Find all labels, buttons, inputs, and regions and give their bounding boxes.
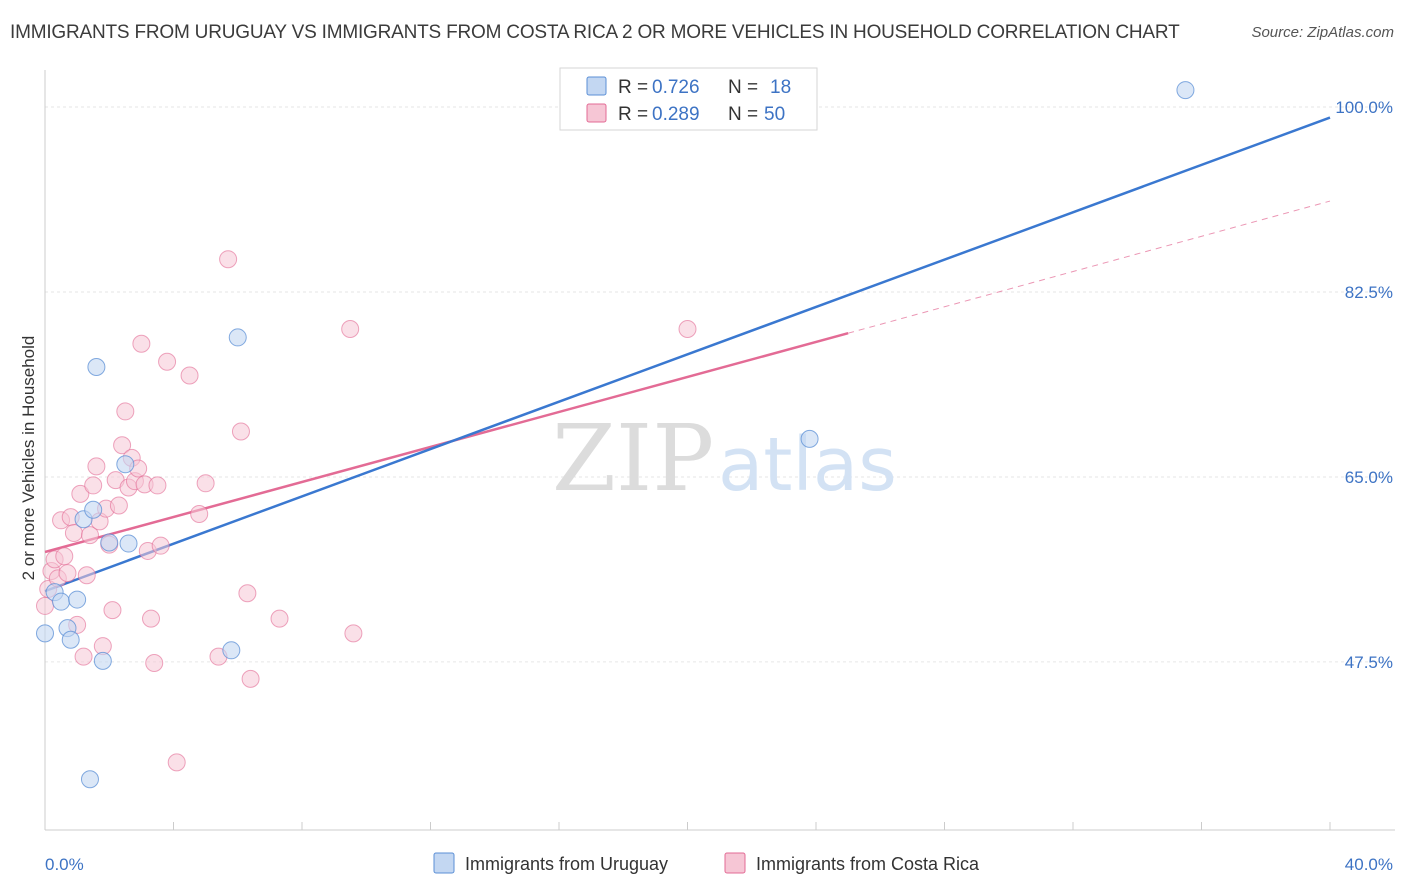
- series-legend-swatch-costa-rica: [724, 852, 746, 874]
- series-legend-label-uruguay: Immigrants from Uruguay: [465, 854, 668, 874]
- legend-r-value-costa-rica: 0.289: [652, 104, 700, 125]
- point-uruguay: [1176, 81, 1195, 100]
- chart-source: Source: ZipAtlas.com: [1251, 24, 1394, 41]
- point-uruguay: [87, 358, 106, 377]
- y-axis-label: 2 or more Vehicles in Household: [19, 336, 38, 581]
- series-legend-swatch-uruguay: [433, 852, 455, 874]
- axes: [44, 70, 1395, 831]
- point-uruguay: [36, 624, 54, 643]
- point-costa-rica: [71, 484, 90, 503]
- point-uruguay: [116, 455, 135, 474]
- legend-n-label-costa-rica: N =: [728, 104, 758, 125]
- point-costa-rica: [80, 526, 99, 545]
- series-legend-label-costa-rica: Immigrants from Costa Rica: [756, 854, 980, 874]
- point-costa-rica: [116, 402, 135, 421]
- trend-line-costa-rica-projection: [847, 200, 1331, 334]
- tick-labels: 100.0% 82.5% 65.0% 47.5% 0.0% 40.0%: [45, 98, 1393, 874]
- data-points: [36, 81, 1195, 789]
- point-uruguay: [222, 641, 241, 660]
- point-costa-rica: [344, 624, 363, 643]
- point-costa-rica: [341, 319, 360, 338]
- point-uruguay: [100, 533, 119, 552]
- legend-r-label-uruguay: R =: [618, 77, 648, 98]
- point-uruguay: [800, 429, 819, 448]
- point-costa-rica: [58, 564, 77, 583]
- point-costa-rica: [270, 609, 289, 628]
- point-costa-rica: [109, 496, 128, 515]
- point-uruguay: [68, 590, 87, 609]
- point-costa-rica: [145, 653, 164, 672]
- point-costa-rica: [103, 601, 122, 620]
- point-costa-rica: [190, 504, 209, 523]
- point-costa-rica: [74, 647, 93, 666]
- point-costa-rica: [77, 566, 96, 585]
- point-costa-rica: [167, 753, 186, 772]
- point-uruguay: [84, 500, 103, 519]
- point-costa-rica: [238, 584, 257, 603]
- point-costa-rica: [87, 457, 106, 476]
- point-costa-rica: [241, 669, 260, 688]
- point-costa-rica: [113, 436, 132, 455]
- point-costa-rica: [151, 536, 170, 555]
- point-costa-rica: [142, 609, 161, 628]
- series-legend: Immigrants from Uruguay Immigrants from …: [433, 852, 980, 874]
- y-tick-label: 100.0%: [1335, 98, 1393, 117]
- x-tick-label: 0.0%: [45, 855, 84, 874]
- trend-lines: [44, 116, 1331, 593]
- point-costa-rica: [196, 474, 215, 493]
- point-uruguay: [80, 770, 99, 789]
- point-costa-rica: [148, 476, 167, 495]
- chart-title: IMMIGRANTS FROM URUGUAY VS IMMIGRANTS FR…: [10, 22, 1180, 43]
- legend-r-label-costa-rica: R =: [618, 104, 648, 125]
- point-costa-rica: [219, 250, 238, 269]
- point-costa-rica: [678, 319, 697, 338]
- point-uruguay: [61, 630, 80, 649]
- legend-swatch-uruguay: [586, 76, 607, 96]
- point-costa-rica: [158, 352, 177, 371]
- y-tick-label: 47.5%: [1345, 653, 1393, 672]
- point-uruguay: [52, 592, 71, 611]
- point-costa-rica: [55, 547, 74, 566]
- y-tick-label: 82.5%: [1345, 283, 1393, 302]
- y-tick-label: 65.0%: [1345, 468, 1393, 487]
- trend-line-uruguay: [44, 116, 1331, 593]
- legend-n-label-uruguay: N =: [728, 77, 758, 98]
- point-costa-rica: [132, 334, 151, 353]
- legend-n-value-costa-rica: 50: [764, 104, 785, 125]
- point-costa-rica: [84, 476, 103, 495]
- legend-n-value-uruguay: 18: [770, 77, 791, 98]
- grid-lines: [45, 106, 1395, 663]
- point-uruguay: [119, 534, 138, 553]
- point-costa-rica: [231, 422, 250, 441]
- point-costa-rica: [180, 366, 199, 385]
- stats-legend: R = 0.726 N = 18 R = 0.289 N = 50: [559, 67, 818, 131]
- legend-r-value-uruguay: 0.726: [652, 77, 700, 98]
- legend-swatch-costa-rica: [586, 103, 607, 123]
- watermark-zip: ZIP: [552, 405, 714, 512]
- point-uruguay: [228, 328, 247, 347]
- point-uruguay: [93, 651, 112, 670]
- x-tick-label: 40.0%: [1345, 855, 1393, 874]
